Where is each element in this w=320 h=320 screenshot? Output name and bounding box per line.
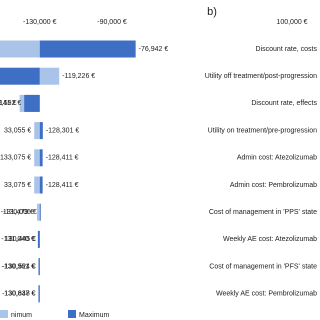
value-label: -131,040 € [1, 236, 35, 243]
value-label: -130,524 € [2, 263, 36, 270]
category-label: Cost of management in 'PFS' state [209, 263, 317, 270]
category-label: Weekly AE cost: Atezolizumab [223, 236, 317, 243]
category-label: Utility on treatment/pre-progression [208, 127, 317, 134]
value-label: 33,055 € [4, 127, 31, 134]
bar [24, 94, 40, 112]
value-label: -131,479 € [1, 209, 35, 216]
value-label: -130,006 € [3, 209, 37, 216]
x-tick-label: -130,000 € [23, 19, 57, 26]
value-label: -128,301 € [46, 127, 80, 134]
value-label: -119,226 € [62, 73, 95, 80]
legend-label: Maximum [79, 312, 110, 319]
bar [38, 258, 40, 276]
value-label: -130,961 € [2, 263, 36, 270]
bar [39, 122, 43, 140]
category-label: Cost of management in 'PPS' state [209, 209, 317, 216]
legend-label: nimum [11, 312, 32, 319]
bar [0, 67, 40, 85]
value-label: -128,411 € [46, 182, 79, 189]
bar [39, 203, 41, 221]
legend-swatch [0, 310, 8, 318]
value-label: 130,837 € [4, 291, 35, 298]
bar [34, 122, 40, 140]
value-label: -76,942 € [139, 46, 169, 53]
category-label: Discount rate, effects [251, 100, 317, 107]
value-label: 141 € [0, 100, 17, 107]
value-label: -130,648 € [2, 291, 36, 298]
category-label: Weekly AE cost: Pembrolizumab [216, 291, 317, 298]
bar [39, 176, 43, 194]
category-label: Utility off treatment/post-progression [205, 73, 317, 80]
value-label: 130,445 € [5, 236, 36, 243]
panel-title: b) [207, 6, 217, 18]
bar [34, 176, 40, 194]
value-label: 33,075 € [4, 182, 31, 189]
bar [34, 149, 40, 167]
plot-area [0, 40, 136, 303]
panel-tick-label: 100,000 € [276, 19, 307, 26]
value-label: 133,075 € [0, 155, 31, 162]
legend-swatch [68, 310, 76, 318]
bar [39, 40, 136, 58]
category-label: Discount rate, costs [256, 46, 318, 53]
bar [37, 230, 40, 248]
x-tick-label: -90,000 € [97, 19, 127, 26]
bar [39, 149, 43, 167]
value-label: -138,592 € [0, 100, 21, 107]
bar [38, 285, 40, 303]
bar [0, 40, 40, 58]
bar [39, 67, 60, 85]
value-label: -128,411 € [46, 155, 79, 162]
category-label: Admin cost: Atezolizumab [237, 155, 317, 162]
category-label: Admin cost: Pembrolizumab [230, 182, 317, 189]
bar [37, 203, 40, 221]
